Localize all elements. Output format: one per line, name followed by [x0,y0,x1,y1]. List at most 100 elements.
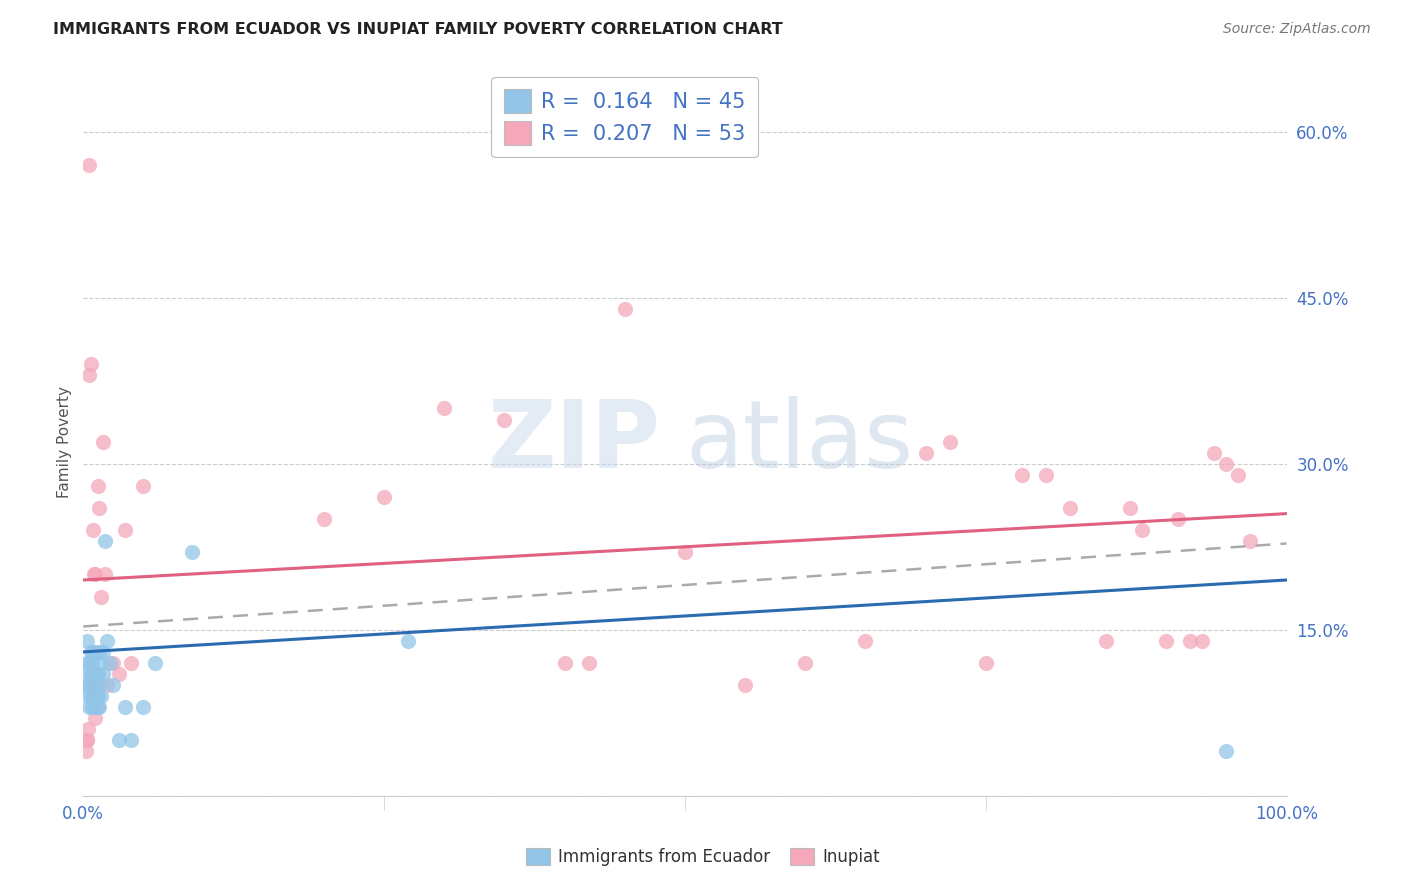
Point [114,523,136,537]
Point [87,479,110,493]
Point [77,689,100,703]
Point [84,711,107,725]
Point [79,689,101,703]
Text: ZIP: ZIP [488,396,661,488]
Point [84,667,107,681]
Point [76,633,98,648]
Point [145,656,167,670]
Point [87,501,110,516]
Point [79,368,101,383]
Point [87,645,110,659]
Point [1154,633,1177,648]
Point [938,434,960,449]
Point [554,656,576,670]
Point [90,689,112,703]
Point [108,667,131,681]
Point [76,733,98,747]
Point [75,744,97,758]
Point [79,656,101,670]
Point [86,678,108,692]
Point [96,633,118,648]
Point [1191,633,1213,648]
Point [79,158,101,172]
Point [87,689,110,703]
Point [1130,523,1153,537]
Point [673,545,696,559]
Point [1119,501,1142,516]
Point [87,700,110,714]
Point [1167,512,1189,526]
Point [373,490,395,504]
Point [91,434,114,449]
Point [87,700,110,714]
Text: IMMIGRANTS FROM ECUADOR VS INUPIAT FAMILY POVERTY CORRELATION CHART: IMMIGRANTS FROM ECUADOR VS INUPIAT FAMIL… [53,22,783,37]
Point [1180,633,1202,648]
Point [82,645,104,659]
Point [94,534,117,549]
Legend: R =  0.164   N = 45, R =  0.207   N = 53: R = 0.164 N = 45, R = 0.207 N = 53 [491,77,758,157]
Point [91,645,114,659]
Point [1011,467,1033,482]
Point [90,590,112,604]
Point [98,656,121,670]
Point [83,567,105,582]
Point [396,633,419,648]
Point [80,700,103,714]
Point [89,678,111,692]
Point [84,645,107,659]
Point [94,567,117,582]
Point [80,678,103,692]
Point [1239,534,1261,549]
Point [494,412,516,426]
Point [1227,467,1250,482]
Point [77,667,100,681]
Point [1215,744,1237,758]
Point [1215,457,1237,471]
Point [86,700,108,714]
Point [79,678,101,692]
Text: Source: ZipAtlas.com: Source: ZipAtlas.com [1223,22,1371,37]
Point [613,301,636,316]
Point [120,656,142,670]
Point [974,656,997,670]
Point [734,678,756,692]
Point [79,357,101,371]
Point [84,567,107,582]
Point [1204,446,1226,460]
Point [114,700,136,714]
Point [108,733,131,747]
Point [76,733,98,747]
Point [914,446,936,460]
Point [76,656,98,670]
Point [79,667,101,681]
Point [80,656,103,670]
Point [132,700,155,714]
Point [1095,633,1118,648]
Point [90,656,112,670]
Point [433,401,456,416]
Point [1035,467,1057,482]
Point [79,700,101,714]
Point [103,656,125,670]
Y-axis label: Family Poverty: Family Poverty [58,385,72,498]
Point [79,645,101,659]
Point [855,633,877,648]
Point [103,678,125,692]
Point [91,667,114,681]
Point [86,689,108,703]
Point [132,479,155,493]
Point [578,656,600,670]
Point [83,700,105,714]
Point [75,678,97,692]
Point [1059,501,1081,516]
Point [120,733,142,747]
Point [794,656,817,670]
Point [96,678,118,692]
Point [87,667,110,681]
Point [180,545,202,559]
Point [84,689,107,703]
Legend: Immigrants from Ecuador, Inupiat: Immigrants from Ecuador, Inupiat [520,841,886,873]
Point [82,523,104,537]
Point [80,678,103,692]
Point [83,678,105,692]
